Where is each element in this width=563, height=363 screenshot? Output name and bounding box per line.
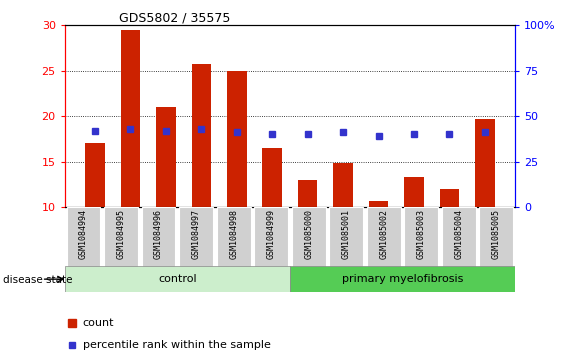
Text: GSM1084995: GSM1084995 (117, 209, 126, 259)
Bar (65, 266, 290, 292)
Bar (290, 266, 515, 292)
Bar (404, 177, 424, 207)
Bar (475, 119, 495, 207)
Bar (404, 207, 438, 267)
Bar (369, 201, 388, 207)
Text: GSM1084997: GSM1084997 (191, 209, 200, 259)
Text: GSM1085005: GSM1085005 (492, 209, 501, 259)
Text: control: control (158, 274, 196, 284)
Text: GSM1085001: GSM1085001 (342, 209, 351, 259)
Bar (442, 207, 476, 267)
Text: GSM1085004: GSM1085004 (454, 209, 463, 259)
Text: GSM1085003: GSM1085003 (417, 209, 426, 259)
Text: disease state: disease state (3, 275, 72, 285)
Text: GSM1084999: GSM1084999 (267, 209, 276, 259)
Bar (480, 207, 513, 267)
Bar (333, 163, 353, 207)
Bar (298, 180, 318, 207)
Text: GSM1084998: GSM1084998 (229, 209, 238, 259)
Bar (217, 207, 251, 267)
Text: GSM1084994: GSM1084994 (79, 209, 88, 259)
Bar (142, 207, 176, 267)
Bar (85, 143, 105, 207)
Bar (66, 207, 100, 267)
Text: GDS5802 / 35575: GDS5802 / 35575 (119, 11, 230, 24)
Bar (104, 207, 138, 267)
Bar (292, 207, 325, 267)
Bar (120, 30, 140, 207)
Bar (329, 207, 363, 267)
Bar (262, 148, 282, 207)
Text: GSM1085000: GSM1085000 (304, 209, 313, 259)
Bar (367, 207, 401, 267)
Text: percentile rank within the sample: percentile rank within the sample (83, 340, 271, 350)
Text: GSM1084996: GSM1084996 (154, 209, 163, 259)
Bar (254, 207, 288, 267)
Bar (156, 107, 176, 207)
Bar (179, 207, 213, 267)
Text: count: count (83, 318, 114, 328)
Bar (227, 71, 247, 207)
Text: GSM1085002: GSM1085002 (379, 209, 388, 259)
Bar (191, 64, 211, 207)
Bar (440, 189, 459, 207)
Text: primary myelofibrosis: primary myelofibrosis (342, 274, 463, 284)
